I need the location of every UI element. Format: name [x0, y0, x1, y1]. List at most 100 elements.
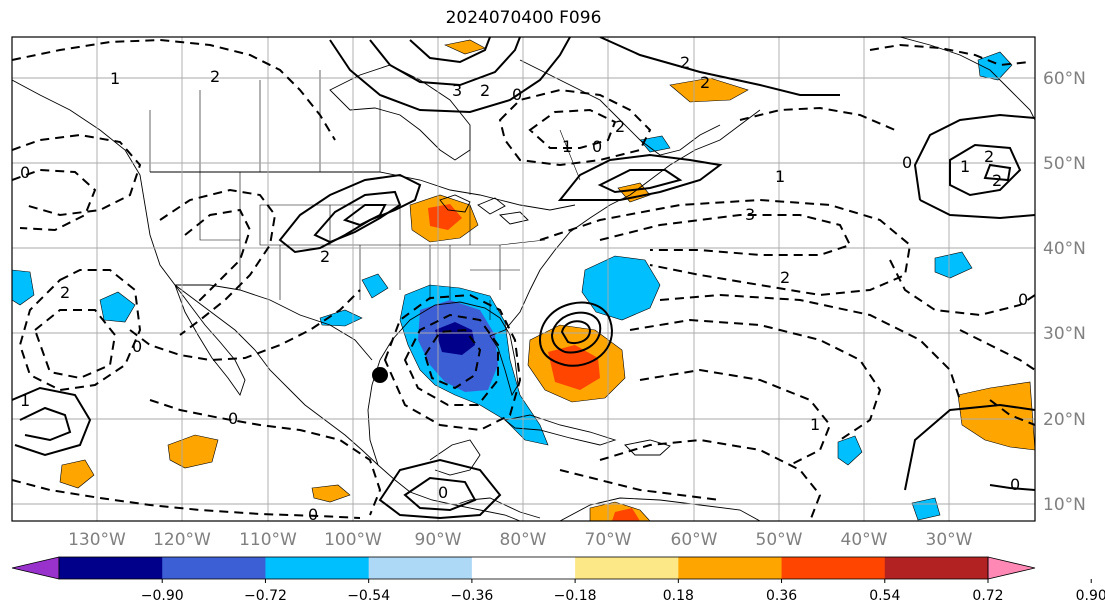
coastline-hispaniola — [624, 439, 671, 456]
colorbar-frame — [58, 556, 989, 580]
coastline-layer — [12, 37, 1035, 521]
latitude-labels: 60°N 50°N 40°N 30°N 20°N 10°N — [1043, 69, 1086, 515]
contour-label: 2 — [210, 67, 220, 86]
lon-label: 90°W — [415, 530, 462, 550]
lon-label: 100°W — [324, 530, 382, 550]
lat-label: 30°N — [1043, 324, 1086, 344]
lon-label: 30°W — [926, 530, 973, 550]
lon-label: 80°W — [500, 530, 547, 550]
negative-shading-atlantic — [581, 255, 661, 321]
lon-label: 110°W — [239, 530, 297, 550]
contour-east-atlantic-high — [913, 113, 1035, 220]
contour-midatlantic — [659, 293, 961, 401]
colorbar-extend-high — [987, 556, 1036, 580]
colorbar-tick-label: 0.90 — [1076, 588, 1105, 604]
coastline-labrador — [519, 59, 721, 156]
lat-label: 10°N — [1043, 495, 1086, 515]
contour-pacific-low — [33, 309, 117, 380]
state-borders — [199, 172, 546, 320]
contour-caribbean — [599, 438, 822, 521]
contour-east-trop — [904, 403, 1035, 491]
contour-north-canada — [498, 88, 652, 167]
contour-label: 1 — [960, 157, 970, 176]
lat-label: 20°N — [1043, 410, 1086, 430]
contour-label: 2 — [680, 53, 690, 72]
contour-label: 2 — [320, 247, 330, 266]
colorbar-segment — [471, 557, 576, 579]
contour-label: 0 — [20, 163, 30, 182]
lon-label: 130°W — [68, 530, 126, 550]
storm-center-marker — [372, 367, 388, 383]
coastline-north-america — [12, 79, 521, 521]
great-lakes — [439, 194, 529, 225]
plot-title: 2024070400 F096 — [445, 8, 602, 28]
lat-label: 40°N — [1043, 239, 1086, 259]
positive-contours — [12, 37, 1035, 520]
contour-label: 2 — [615, 117, 625, 136]
contour-label: 0 — [438, 483, 448, 502]
contour-label: 0 — [902, 153, 912, 172]
contour-pacific-tropics — [149, 399, 382, 516]
longitude-labels: 130°W 120°W 110°W 100°W 90°W 80°W 70°W 6… — [68, 530, 973, 550]
lon-label: 120°W — [153, 530, 211, 550]
positive-shading-pacific-1 — [167, 434, 219, 469]
colorbar-tick-label: −0.90 — [141, 588, 184, 604]
coastline-baja — [174, 284, 246, 396]
contour-greenland — [739, 106, 896, 131]
colorbar-segment — [162, 557, 266, 579]
contour-label: 2 — [480, 81, 490, 100]
contour-label: 0 — [592, 137, 602, 156]
dashed-contours — [12, 38, 1035, 521]
lon-label: 60°W — [671, 530, 718, 550]
contour-label: 3 — [452, 81, 462, 100]
contour-label: 2 — [700, 73, 710, 92]
positive-shading-pacific-3 — [311, 484, 351, 503]
contour-label: 0 — [1010, 475, 1020, 494]
contour-great-lakes-high — [278, 173, 422, 254]
shading-layer — [12, 39, 1035, 521]
colorbar-segment — [265, 557, 370, 579]
contour-label: 3 — [745, 205, 755, 224]
contour-label: 2 — [780, 268, 790, 287]
colorbar-tick-label: −0.72 — [244, 588, 287, 604]
negative-shading-nf — [639, 135, 671, 153]
contour-mexico — [129, 289, 361, 362]
us-canada-border — [150, 171, 576, 211]
colorbar-segment — [781, 557, 886, 579]
contour-label: 2 — [60, 283, 70, 302]
negative-shading-east-3 — [837, 435, 863, 466]
negative-shading-pacific-1 — [99, 291, 136, 323]
colorbar-segment — [368, 557, 473, 579]
negative-shading-east-2 — [977, 51, 1013, 81]
negative-shading-texas — [361, 273, 389, 299]
coastline-yucatan — [429, 439, 481, 476]
contour-label: 0 — [512, 85, 522, 104]
lon-label: 40°W — [841, 530, 888, 550]
contour-label: 2 — [992, 171, 1002, 190]
lat-label: 50°N — [1043, 154, 1086, 174]
contour-label: 2 — [984, 147, 994, 166]
contour-label: 0 — [308, 505, 318, 524]
contour-north-high — [329, 37, 571, 114]
colorbar-tick-label: −0.36 — [450, 588, 493, 604]
coastline-south-america — [559, 497, 761, 521]
colorbar-tick-label: 0.36 — [766, 588, 797, 604]
colorbar-segment — [59, 557, 163, 579]
colorbar-tick-label: −0.54 — [347, 588, 390, 604]
positive-shading-east-atlantic — [957, 381, 1035, 451]
colorbar-tick-label: −0.18 — [554, 588, 597, 604]
coastline-greenland — [899, 37, 1035, 121]
positive-shading-pacific-2 — [59, 459, 95, 489]
negative-shading-mexico — [319, 309, 363, 327]
canada-provinces — [149, 70, 581, 195]
positive-shading-labrador — [669, 77, 749, 103]
contour-east-atlantic — [889, 259, 1035, 317]
colorbar-segment — [884, 557, 989, 579]
contour-atlantic-storm — [538, 301, 613, 367]
contour-pacific-nw — [12, 38, 336, 141]
gridlines — [12, 37, 1035, 521]
colorbar: −0.90 −0.72 −0.54 −0.36 −0.18 0.18 0.36 0.54 0.7… — [11, 556, 1105, 604]
contour-label: 0 — [132, 337, 142, 356]
contour-label: 1 — [20, 391, 30, 410]
